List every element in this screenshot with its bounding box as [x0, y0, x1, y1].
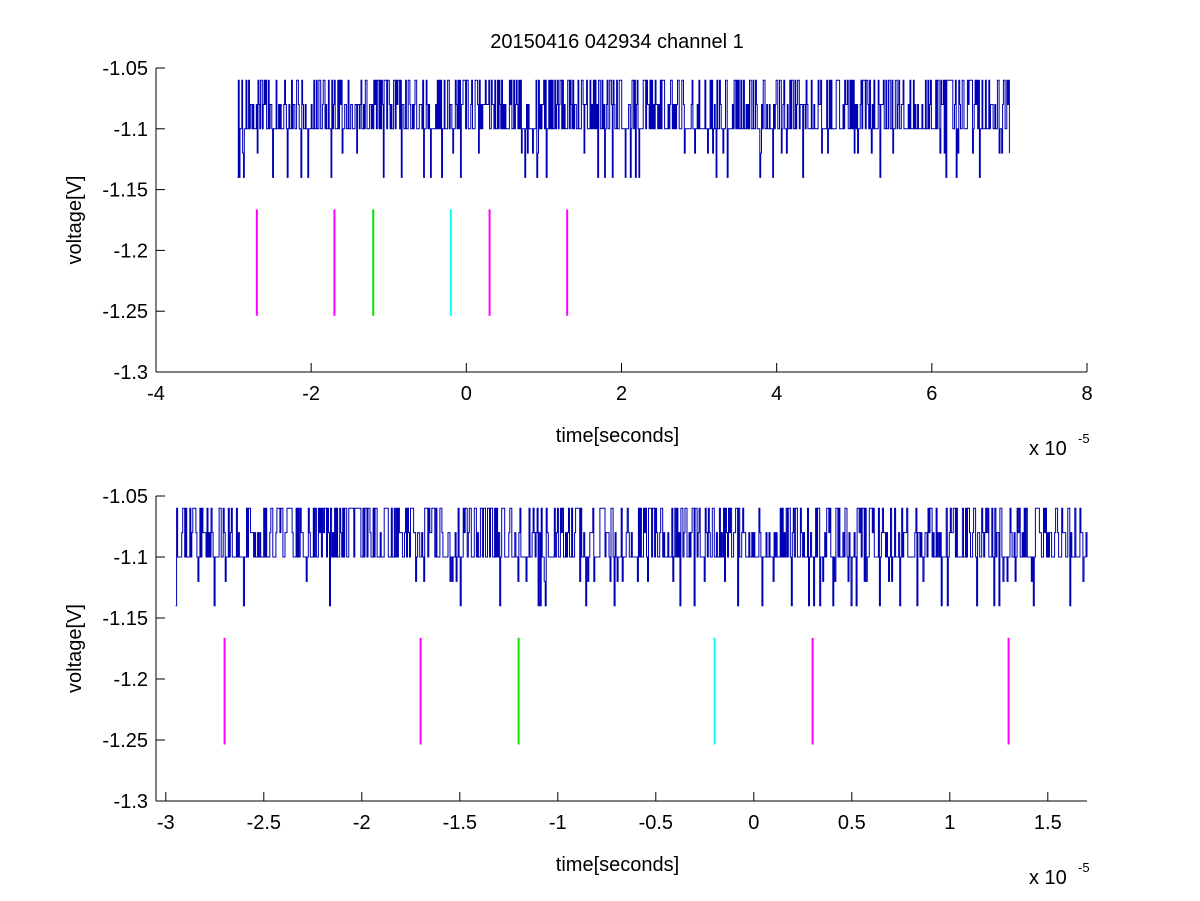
y-tick-label: -1.1	[114, 119, 148, 141]
signal-trace	[175, 507, 1088, 607]
y-tick-label: -1.1	[114, 547, 148, 569]
x-axis-label: time[seconds]	[556, 425, 679, 447]
x-tick-label: 0	[461, 383, 472, 405]
plot-top: -1.05 -1.1 -1.15 -1.2 -1.25 -1.3-4 -2 0 2 4 6 8 time…	[64, 58, 1093, 460]
y-tick-label: -1.05	[102, 58, 148, 80]
x-tick-label: 6	[926, 383, 937, 405]
signal-trace	[237, 79, 1010, 178]
x-tick-label: 1	[944, 812, 955, 834]
x-tick-label: -0.5	[639, 812, 673, 834]
x-tick-label: -2	[353, 812, 371, 834]
x-tick-label: 0	[748, 812, 759, 834]
y-tick-label: -1.2	[114, 669, 148, 691]
y-axis-label: voltage[V]	[64, 604, 86, 693]
x-axis-multiplier: x 10	[1029, 867, 1067, 889]
x-tick-label: 2	[616, 383, 627, 405]
x-tick-label: -1.5	[443, 812, 477, 834]
x-tick-label: 0.5	[838, 812, 866, 834]
y-axis-label: voltage[V]	[64, 176, 86, 265]
x-tick-label: 1.5	[1034, 812, 1062, 834]
x-tick-label: -1	[549, 812, 567, 834]
y-tick-label: -1.2	[114, 240, 148, 262]
y-tick-label: -1.25	[102, 730, 148, 752]
y-tick-label: -1.3	[114, 791, 148, 813]
y-tick-label: -1.15	[102, 608, 148, 630]
x-axis-label: time[seconds]	[556, 854, 679, 876]
x-axis-multiplier-exponent: -5	[1078, 431, 1090, 446]
x-tick-label: -4	[147, 383, 165, 405]
figure-title: 20150416 042934 channel 1	[490, 31, 744, 53]
x-tick-label: 8	[1081, 383, 1092, 405]
y-tick-label: -1.05	[102, 486, 148, 508]
x-tick-label: -2.5	[247, 812, 281, 834]
x-tick-label: -3	[157, 812, 175, 834]
y-tick-label: -1.3	[114, 362, 148, 384]
x-tick-label: 4	[771, 383, 782, 405]
plot-bottom: -1.05 -1.1 -1.15 -1.2 -1.25 -1.3 -3 -2.5 -2 -1.5 -…	[64, 486, 1090, 889]
x-tick-label: -2	[302, 383, 320, 405]
y-tick-label: -1.25	[102, 301, 148, 323]
x-axis-multiplier: x 10	[1029, 438, 1067, 460]
y-tick-label: -1.15	[102, 180, 148, 202]
x-axis-multiplier-exponent: -5	[1078, 860, 1090, 875]
